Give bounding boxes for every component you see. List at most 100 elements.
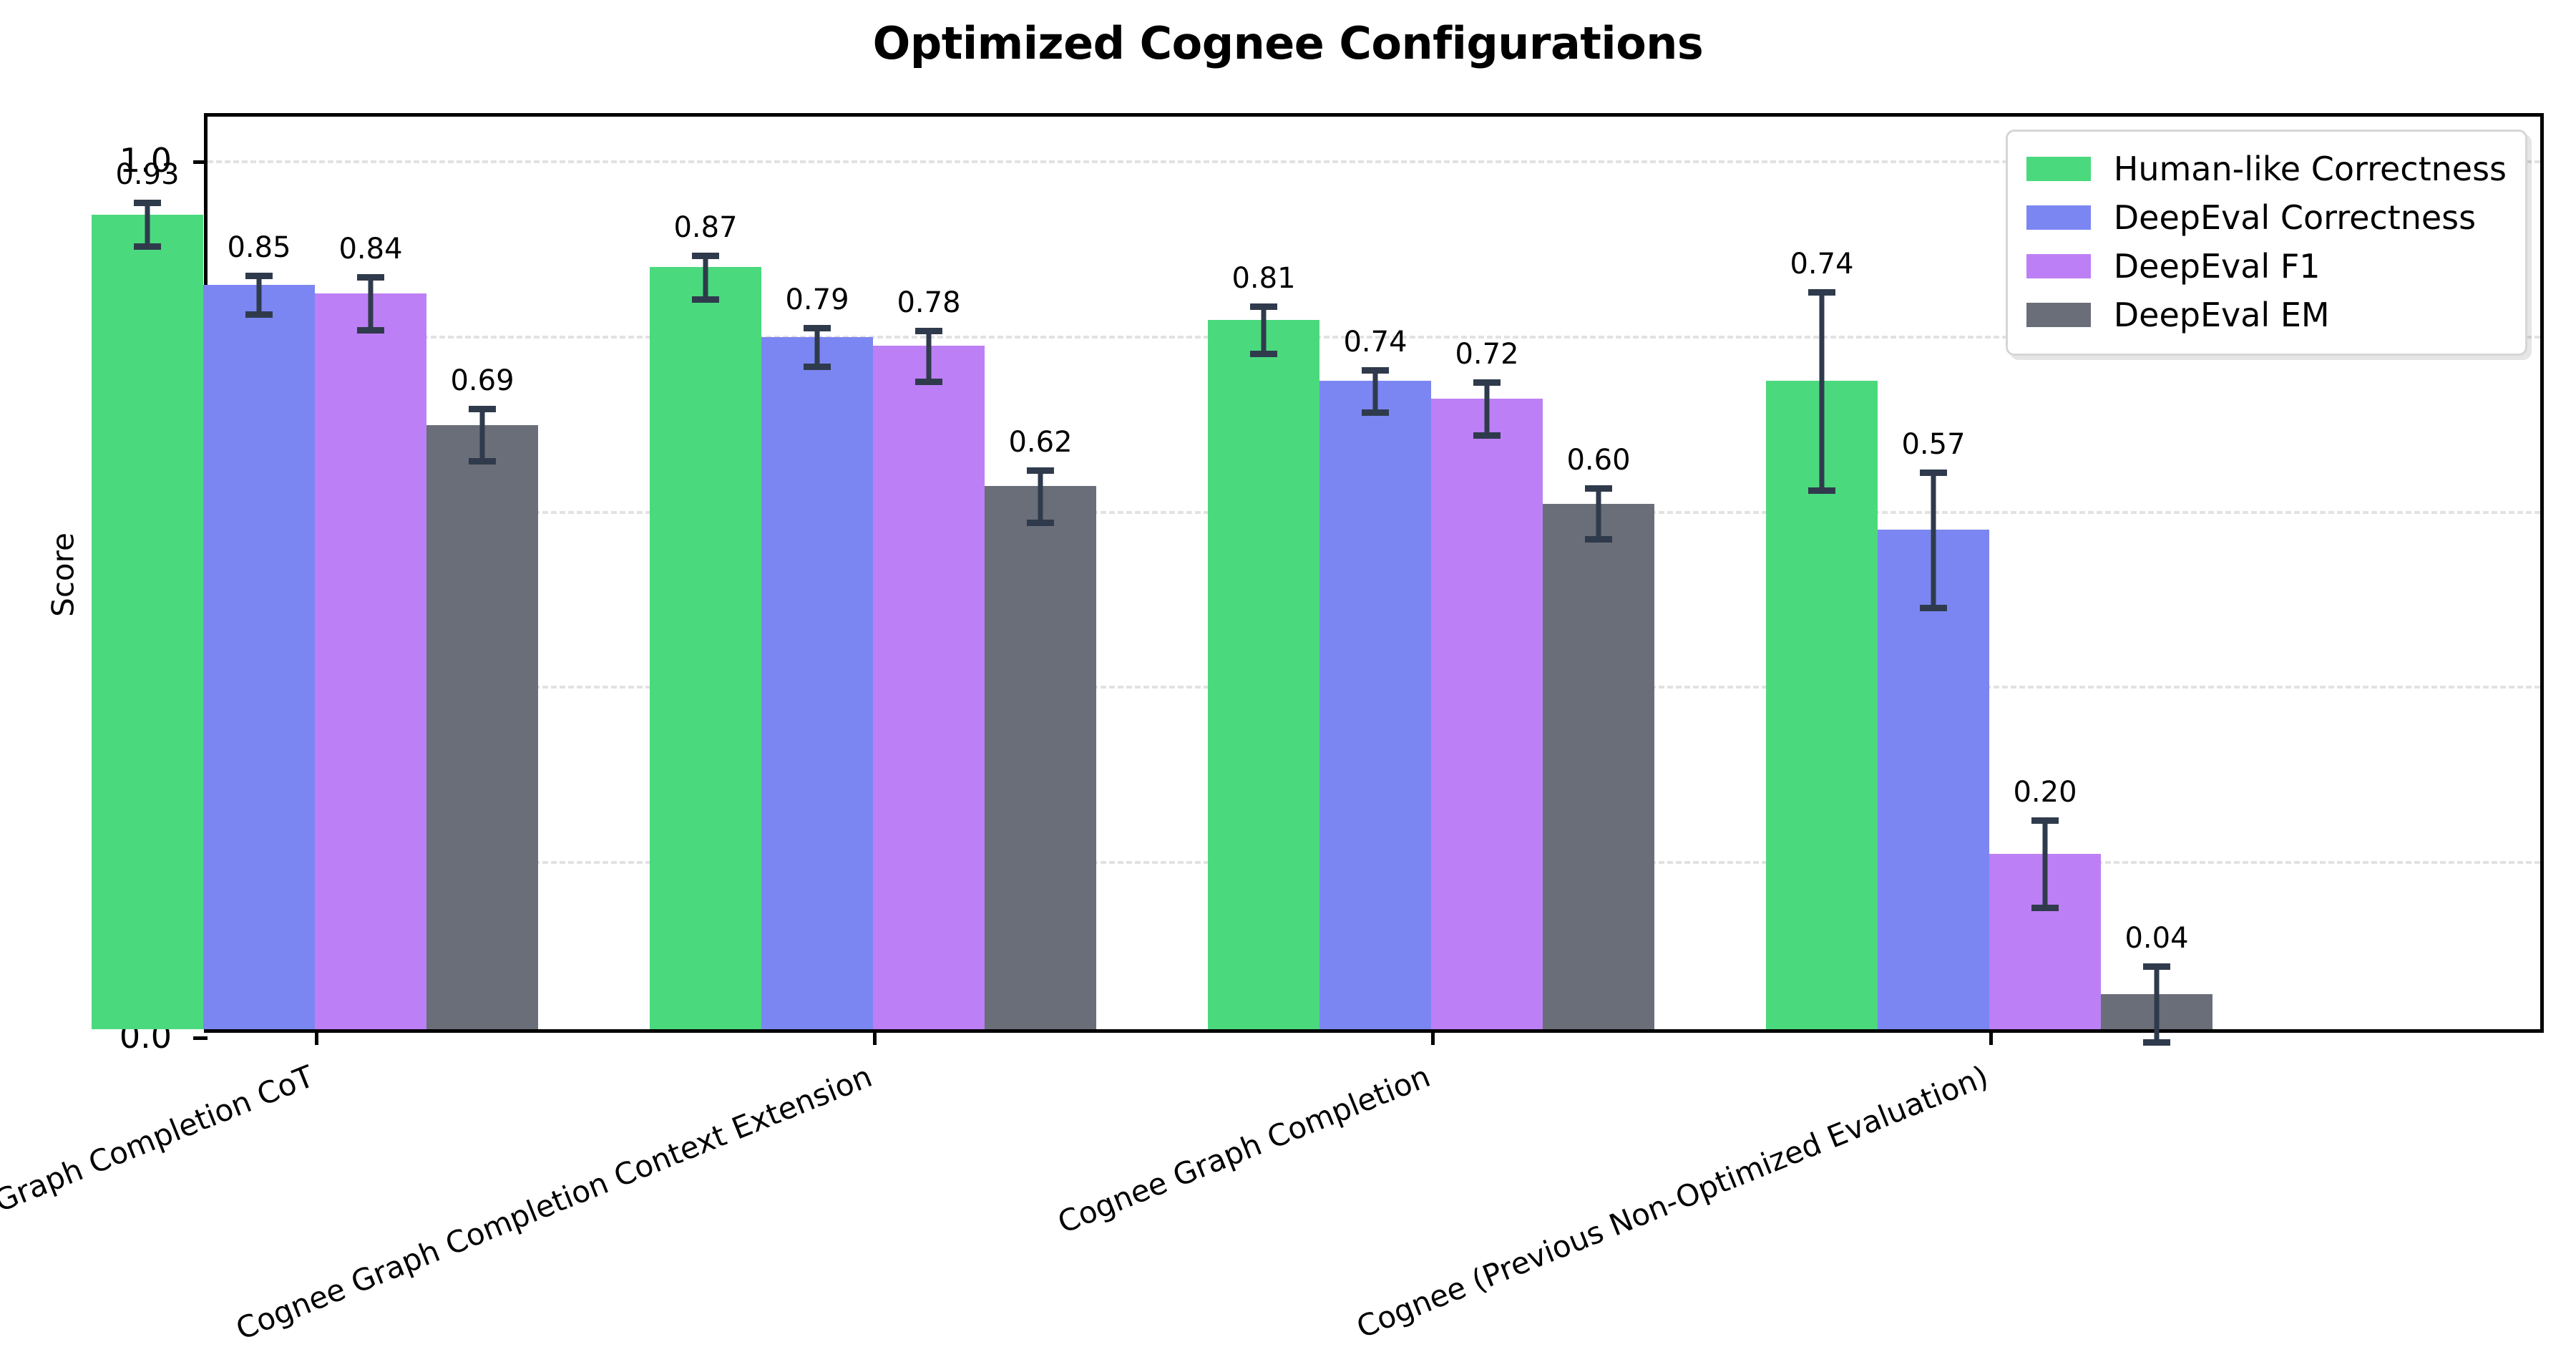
x-axis-tick-label: Cognee Graph Completion CoT [0,1059,319,1265]
error-bar-line [1038,467,1043,520]
bar-value-label: 0.74 [1790,248,1854,281]
bar [873,346,985,1029]
error-bar-line [1261,303,1267,351]
error-bar-cap-lower [1362,409,1389,416]
bar-value-label: 0.74 [1343,326,1407,359]
error-bar-cap-upper [245,272,273,279]
error-bar-line [368,274,374,327]
bar-value-label: 0.85 [227,230,291,264]
x-axis-tick-label: Cognee Graph Completion [1053,1059,1435,1240]
error-bar-line [814,325,820,364]
bar-value-label: 0.87 [673,210,738,244]
error-bar-cap-lower [804,364,831,371]
error-bar-cap-lower [1473,432,1501,439]
error-bar-cap-lower [1920,604,1947,611]
bar-value-label: 0.62 [1008,425,1073,459]
error-bar-line [926,327,932,379]
legend-label: DeepEval F1 [2113,247,2321,286]
error-bar-cap-upper [1920,470,1947,477]
error-bar-cap-upper [692,252,719,259]
legend-item[interactable]: DeepEval EM [2026,291,2507,339]
bar [315,293,426,1029]
legend-swatch-icon [2026,157,2091,181]
error-bar-cap-lower [1250,350,1277,357]
bar [92,214,203,1029]
legend-item[interactable]: DeepEval F1 [2026,242,2507,291]
error-bar-cap-upper [1585,485,1612,492]
bar [1543,503,1654,1029]
y-axis-label: Score [45,533,81,617]
error-bar-cap-upper [1808,289,1835,296]
error-bar-cap-upper [1362,367,1389,374]
error-bar-cap-lower [357,326,384,334]
error-bar-cap-upper [134,200,161,207]
error-bar-cap-upper [915,327,942,334]
bar-value-label: 0.20 [2013,776,2077,809]
bar-value-label: 0.81 [1231,261,1296,295]
error-bar-line [703,252,708,296]
bar-value-label: 0.78 [897,286,961,319]
y-axis-tick-mark [193,1036,208,1040]
legend-swatch-icon [2026,303,2091,327]
error-bar-cap-upper [469,405,496,412]
error-bar-line [256,272,262,311]
bar-value-label: 0.72 [1455,338,1519,371]
gridline [208,335,2540,339]
error-bar-cap-upper [1250,303,1277,310]
chart-legend[interactable]: Human-like Correctness DeepEval Correctne… [2005,130,2527,356]
error-bar-cap-lower [1027,519,1054,526]
bar [426,424,538,1029]
x-axis-tick-mark [1989,1029,1993,1045]
error-bar-cap-lower [1808,487,1835,494]
bar-value-label: 0.79 [785,283,849,317]
bar [203,284,315,1029]
chart-figure: Optimized Cognee Configurations 0.00.20.… [0,17,2544,1347]
bar-value-label: 0.84 [338,233,403,266]
error-bar-cap-lower [245,311,273,318]
bar [985,486,1096,1029]
y-axis-tick-mark [193,160,208,165]
x-axis-tick-mark [1431,1029,1435,1045]
error-bar-cap-upper [357,274,384,281]
bar [1431,398,1543,1029]
error-bar-line [1484,379,1490,432]
x-axis-tick-mark [315,1029,318,1045]
error-bar-cap-lower [692,296,719,303]
error-bar-line [1819,289,1825,487]
bar [1878,530,1989,1029]
error-bar-cap-upper [1027,467,1054,474]
bar-value-label: 0.60 [1566,444,1631,477]
bar-value-label: 0.69 [450,364,514,397]
error-bar-cap-upper [2031,817,2059,825]
chart-title: Optimized Cognee Configurations [872,17,1704,69]
error-bar-cap-lower [469,458,496,465]
error-bar-cap-upper [2143,963,2170,971]
bar-value-label: 0.93 [115,158,180,192]
error-bar-line [1372,367,1378,409]
error-bar-cap-upper [804,325,831,332]
error-bar-line [1596,485,1601,537]
legend-label: DeepEval Correctness [2113,198,2477,237]
x-axis-tick-mark [873,1029,877,1045]
bar [1319,381,1431,1029]
error-bar-cap-lower [2031,905,2059,912]
error-bar-cap-lower [915,378,942,385]
legend-item[interactable]: Human-like Correctness [2026,145,2507,193]
error-bar-line [1931,470,1936,605]
error-bar-cap-lower [1585,536,1612,543]
legend-swatch-icon [2026,254,2091,278]
y-axis-tick-label: 1.0 [119,141,172,180]
error-bar-line [2042,817,2048,905]
error-bar-line [479,405,485,459]
legend-label: DeepEval EM [2113,296,2330,334]
legend-swatch-icon [2026,205,2091,230]
x-axis-tick-label: Cognee Graph Completion Context Extensio… [230,1059,877,1347]
error-bar-cap-upper [1473,379,1501,386]
gridline [208,160,2540,164]
error-bar-cap-lower [134,243,161,251]
bar [1208,319,1319,1029]
plot-area: 0.00.20.40.60.81.0 Score 0.930.850.840.6… [46,113,2544,1056]
bar-value-label: 0.04 [2124,922,2189,955]
legend-item[interactable]: DeepEval Correctness [2026,193,2507,242]
bar-value-label: 0.57 [1901,428,1966,462]
